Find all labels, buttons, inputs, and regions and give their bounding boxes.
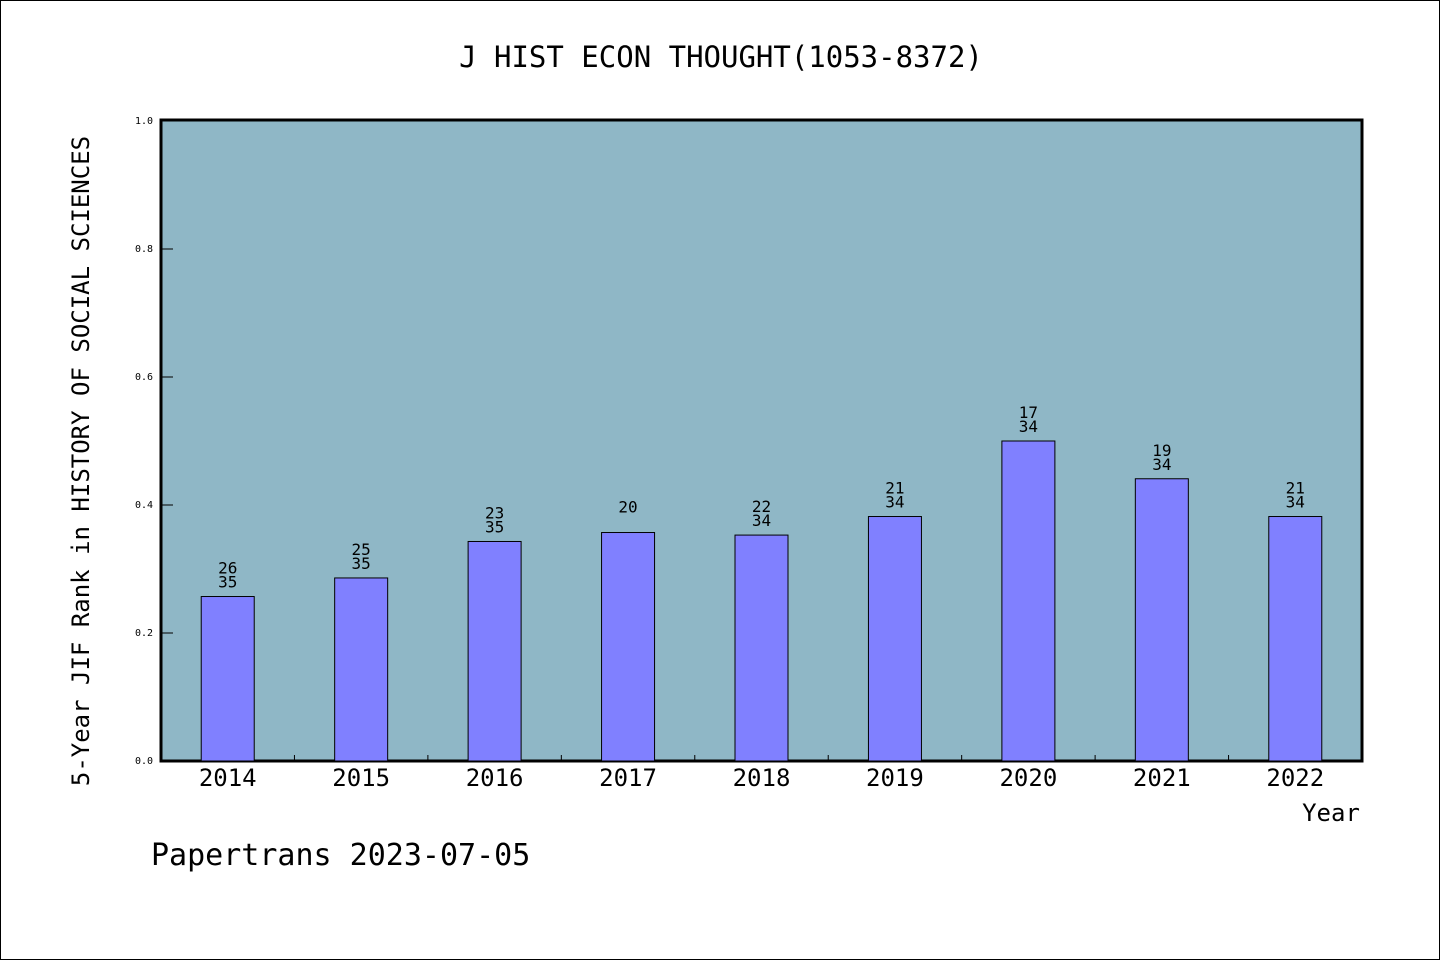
x-axis-label: Year xyxy=(1302,799,1360,827)
bar-label-total: 34 xyxy=(1286,493,1305,512)
x-tick-label: 2015 xyxy=(332,764,390,792)
y-axis-label: 5-Year JIF Rank in HISTORY OF SOCIAL SCI… xyxy=(67,136,95,786)
chart-title: J HIST ECON THOUGHT(1053-8372) xyxy=(459,40,983,74)
bar-2020 xyxy=(1001,440,1056,762)
y-tick-label: 0.6 xyxy=(135,372,153,383)
bar-label-rank: 20 xyxy=(618,498,637,517)
x-tick-label: 2020 xyxy=(999,764,1057,792)
bar-2016 xyxy=(467,540,522,762)
y-tick-label: 0.8 xyxy=(135,244,153,255)
x-tick-label: 2016 xyxy=(466,764,524,792)
bar-label-rank: 23 xyxy=(485,503,504,522)
bar-label-rank: 25 xyxy=(352,540,371,559)
bar-label-total: 35 xyxy=(218,573,237,592)
y-tick-label: 0.2 xyxy=(135,628,153,639)
bar-label-total: 34 xyxy=(752,511,771,530)
bar-2022 xyxy=(1268,516,1323,762)
x-tick-label: 2022 xyxy=(1266,764,1324,792)
x-tick-label: 2014 xyxy=(199,764,257,792)
bar-2018 xyxy=(734,534,789,762)
bar-2014 xyxy=(200,596,255,762)
bar-2019 xyxy=(867,516,922,762)
bar-2017 xyxy=(601,532,656,762)
y-tick-label: 1.0 xyxy=(135,116,153,127)
bar-label-rank: 22 xyxy=(752,497,771,516)
bar-label-total: 34 xyxy=(1019,417,1038,436)
bar-label-total: 34 xyxy=(1152,455,1171,474)
y-tick-label: 0.4 xyxy=(135,500,153,511)
x-tick-label: 2017 xyxy=(599,764,657,792)
footer-text: Papertrans 2023-07-05 xyxy=(151,838,530,873)
bar-label-rank: 21 xyxy=(1286,479,1305,498)
bar-2015 xyxy=(334,577,389,762)
bar-label-rank: 26 xyxy=(218,559,237,578)
bar-label-rank: 17 xyxy=(1019,403,1038,422)
bar-label-rank: 19 xyxy=(1152,441,1171,460)
bar-label-rank: 21 xyxy=(885,479,904,498)
x-tick-label: 2021 xyxy=(1133,764,1191,792)
x-tick-label: 2019 xyxy=(866,764,924,792)
bar-label-total: 35 xyxy=(352,554,371,573)
x-tick-label: 2018 xyxy=(733,764,791,792)
bar-label-total: 34 xyxy=(885,493,904,512)
y-tick-label: 0.0 xyxy=(135,756,153,767)
bar-2021 xyxy=(1134,478,1189,762)
bar-label-total: 35 xyxy=(485,517,504,536)
